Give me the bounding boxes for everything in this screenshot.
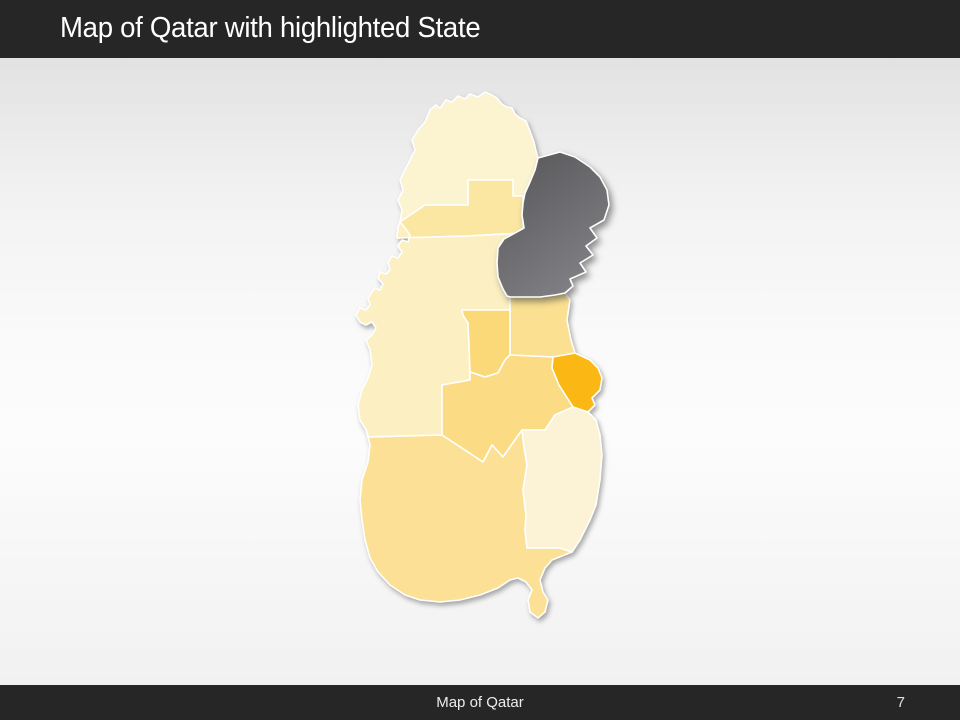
map-region-doha-orange <box>551 352 603 413</box>
footer-title: Map of Qatar <box>436 694 524 711</box>
footer-bar: Map of Qatar 7 <box>0 685 960 720</box>
page-title: Map of Qatar with highlighted State <box>60 11 481 44</box>
map-regions-group <box>355 91 603 619</box>
map-region-northeast-highlighted <box>496 151 610 298</box>
highlighted-state-group <box>496 151 610 298</box>
map-region-east-mid <box>509 292 576 358</box>
qatar-map <box>355 91 610 619</box>
title-bar: Map of Qatar with highlighted State <box>0 0 960 58</box>
page-number: 7 <box>896 694 905 711</box>
slide-content-area <box>0 58 960 685</box>
